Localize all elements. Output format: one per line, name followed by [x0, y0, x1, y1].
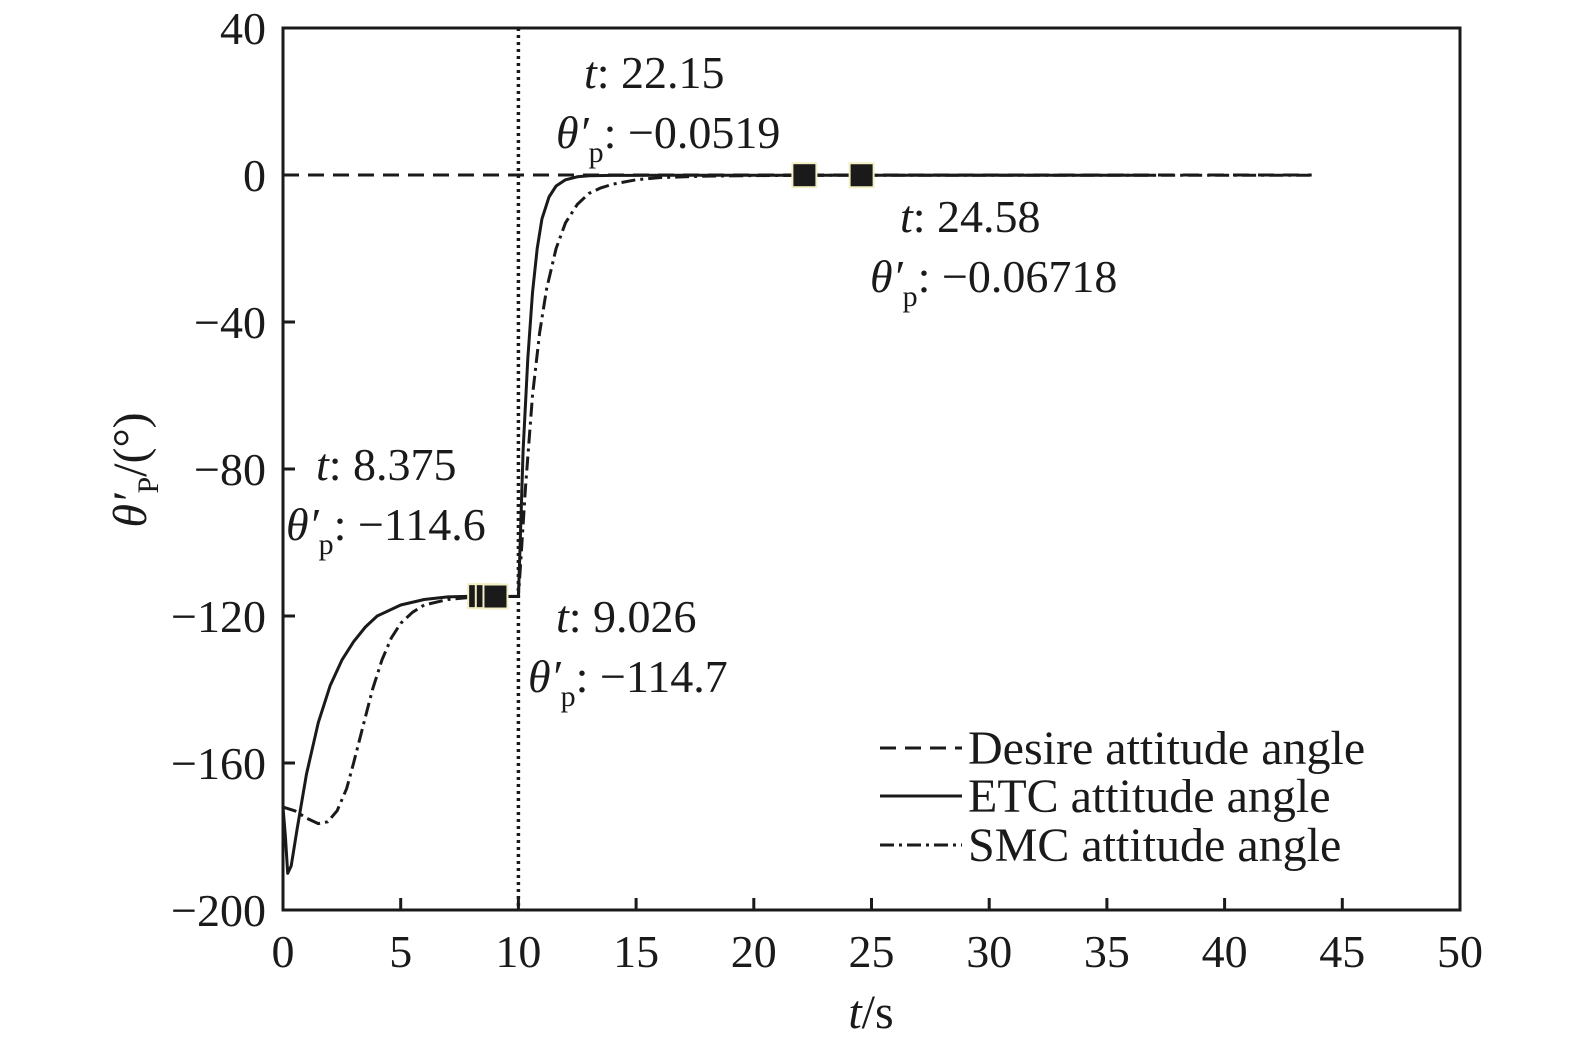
y-tick-label: 0	[243, 150, 266, 201]
x-axis-title: t/s	[848, 986, 893, 1039]
svg-text:t: 24.58: t: 24.58	[900, 191, 1041, 242]
svg-text:t: 8.375: t: 8.375	[316, 439, 457, 490]
x-tick-label: 15	[613, 926, 659, 977]
x-tick-label: 10	[495, 926, 541, 977]
annotation-t-label: t	[584, 47, 598, 98]
x-tick-label: 20	[731, 926, 777, 977]
y-axis-title: θ′P/(°)	[104, 412, 165, 527]
svg-text:θ′p: −114.7: θ′p: −114.7	[528, 651, 728, 713]
x-axis-ticks: 0 5 10 15 20 25 30 35 40 45 50	[272, 898, 1483, 977]
x-tick-label: 25	[849, 926, 895, 977]
y-tick-label: −40	[194, 297, 266, 348]
svg-text:t: 9.026: t: 9.026	[556, 591, 697, 642]
annotation-theta-value: : −114.7	[576, 651, 728, 702]
annotation-24-58: t: 24.58 θ′p: −0.06718	[870, 191, 1117, 313]
y-tick-label: −160	[171, 738, 266, 789]
annotation-t-value: : 9.026	[569, 591, 697, 642]
svg-text:θ′p: −0.0519: θ′p: −0.0519	[556, 107, 780, 169]
annotation-theta-sub: p	[903, 280, 918, 313]
svg-text:θ′p: −0.06718: θ′p: −0.06718	[870, 251, 1117, 313]
annotation-t-label: t	[556, 591, 570, 642]
x-tick-label: 40	[1202, 926, 1248, 977]
x-tick-label: 45	[1319, 926, 1365, 977]
x-tick-label: 50	[1437, 926, 1483, 977]
annotation-theta-value: : −114.6	[334, 499, 486, 550]
y-tick-label: −200	[171, 885, 266, 936]
annotation-t-value: : 8.375	[329, 439, 457, 490]
annotation-8-375: t: 8.375 θ′p: −114.6	[286, 439, 486, 561]
legend-label-desire: Desire attitude angle	[968, 722, 1365, 775]
series-smc-line	[282, 173, 1312, 826]
annotation-22-15: t: 22.15 θ′p: −0.0519	[556, 47, 780, 169]
annotation-theta-sub: p	[589, 136, 604, 169]
x-tick-label: 0	[272, 926, 295, 977]
annotation-theta-symbol: θ′	[556, 107, 590, 158]
annotation-theta-value: : −0.0519	[604, 107, 781, 158]
legend: Desire attitude angle ETC attitude angle…	[880, 722, 1365, 872]
annotation-theta-sub: p	[561, 680, 576, 713]
annotation-theta-symbol: θ′	[870, 251, 904, 302]
annotation-t-label: t	[316, 439, 330, 490]
y-axis-ticks: 40 0 −40 −80 −120 −160 −200	[171, 3, 295, 936]
x-tick-label: 30	[966, 926, 1012, 977]
annotation-9-026: t: 9.026 θ′p: −114.7	[528, 591, 728, 713]
svg-text:t: 22.15: t: 22.15	[584, 47, 725, 98]
legend-label-smc: SMC attitude angle	[968, 819, 1341, 872]
annotation-t-label: t	[900, 191, 914, 242]
annotation-theta-symbol: θ′	[286, 499, 320, 550]
annotation-theta-symbol: θ′	[528, 651, 562, 702]
legend-label-etc: ETC attitude angle	[968, 770, 1331, 823]
y-tick-label: −120	[171, 591, 266, 642]
y-tick-label: −80	[194, 444, 266, 495]
data-marker	[482, 583, 509, 610]
annotation-t-value: : 22.15	[597, 47, 725, 98]
annotation-theta-value: : −0.06718	[918, 251, 1118, 302]
marker-layer	[467, 162, 875, 610]
annotation-theta-sub: p	[319, 528, 334, 561]
x-tick-label: 5	[389, 926, 412, 977]
svg-text:θ′p: −114.6: θ′p: −114.6	[286, 499, 486, 561]
x-tick-label: 35	[1084, 926, 1130, 977]
data-marker	[791, 162, 818, 189]
annotation-t-value: : 24.58	[913, 191, 1041, 242]
data-marker	[848, 162, 875, 189]
y-tick-label: 40	[220, 3, 266, 54]
